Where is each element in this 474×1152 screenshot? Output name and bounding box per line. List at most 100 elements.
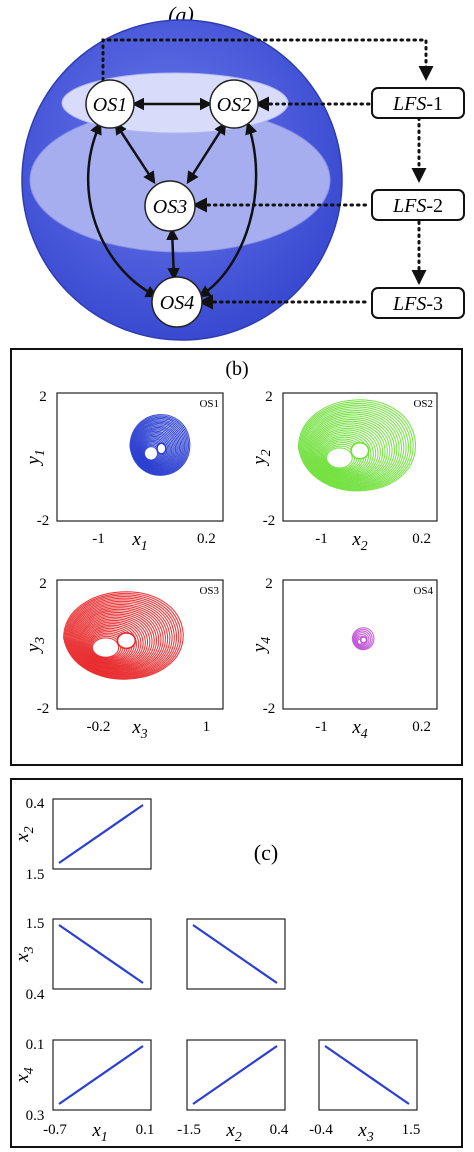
node-os3-label: OS3 <box>153 196 187 218</box>
trajectory-loop <box>315 429 377 477</box>
x-tick-left: -1 <box>92 531 105 547</box>
solid-links <box>86 97 258 298</box>
trajectory-loop <box>308 417 393 483</box>
sync-line <box>58 924 144 984</box>
plot-name-os3: OS3 <box>199 585 219 597</box>
trajectory-loop <box>68 599 173 676</box>
y-axis-label: y1 <box>23 449 47 466</box>
sync-line <box>58 1045 144 1105</box>
x-tick-left: -1.5 <box>177 1122 201 1138</box>
trajectory-loop <box>131 419 186 474</box>
dotted-links <box>101 38 434 310</box>
y-axis-label: y4 <box>249 637 273 654</box>
phase-plot-os1: OS1 2 -2 -1 0.2 x1 y1 <box>23 389 224 553</box>
trajectory-loop <box>130 416 188 475</box>
trajectory-loop <box>143 446 159 461</box>
x-axis-label: x3 <box>131 717 147 741</box>
node-os2: OS2 <box>209 79 259 129</box>
y-tick-top: 2 <box>265 576 273 592</box>
y-tick-top: 0.4 <box>26 796 45 812</box>
trajectory-loop <box>304 410 402 487</box>
y-tick-bottom: -2 <box>263 701 276 717</box>
sync-line <box>324 1045 410 1105</box>
x-tick-right: 0.1 <box>136 1122 155 1138</box>
trajectory-loop <box>306 413 398 485</box>
x-tick-right: 1 <box>203 719 211 735</box>
sync-plot-r2-c1 <box>52 918 152 990</box>
trajectory-loop <box>353 630 372 649</box>
phase-plot-os4: OS4 2 -2 -1 0.2 x4 y4 <box>249 576 438 741</box>
trajectory-loop <box>78 616 149 668</box>
trajectory-loop <box>81 621 142 666</box>
trajectory-loop <box>316 431 374 477</box>
panel-c: (c) 0.4 1.5 x2 1.5 0.4 x3 0.1 0.3 x4 -0.7 0.1 x1 -1.… <box>10 778 463 1148</box>
sync-plot-r2-c2 <box>186 918 286 990</box>
y-axis-label: x4 <box>12 1067 36 1083</box>
trajectory-loop <box>314 427 379 478</box>
trajectory-loop <box>131 418 187 474</box>
trajectory-loop <box>310 420 388 482</box>
trajectory-loop <box>130 415 190 476</box>
trajectory-loop <box>70 604 166 674</box>
node-os4: OS4 <box>151 276 203 328</box>
trajectory-loop <box>353 632 370 648</box>
panel-b-label: (b) <box>225 358 248 380</box>
trajectory-loop <box>317 433 372 476</box>
trajectory-loop <box>73 608 160 672</box>
svg-text:LFS-2: LFS-2 <box>392 195 443 217</box>
plot-name-os2: OS2 <box>413 398 433 410</box>
panel-c-frame <box>10 778 463 1148</box>
trajectory-core <box>350 441 370 460</box>
trajectory-loop <box>313 426 381 479</box>
plot-name-os1: OS1 <box>199 398 219 410</box>
sync-plot-r1-c1 <box>52 798 152 870</box>
trajectory-loop <box>139 437 168 465</box>
x-tick-right: 1.5 <box>402 1122 421 1138</box>
sync-line <box>192 924 278 984</box>
x-tick-right: 0.4 <box>270 1122 289 1138</box>
y-tick-bottom: -2 <box>263 513 276 529</box>
trajectory-loop <box>311 422 386 481</box>
trajectory-loop <box>79 618 146 667</box>
y-tick-top: 0.1 <box>26 1037 45 1053</box>
trajectory-loop <box>70 602 169 675</box>
y-tick-bottom: -2 <box>37 701 50 717</box>
lfs-box-1-index: -1 <box>426 93 443 115</box>
x-tick-right: 0.2 <box>412 531 431 547</box>
trajectory-loop <box>82 623 140 665</box>
trajectory-loop <box>138 434 170 467</box>
trajectory-loop <box>138 433 171 467</box>
trajectory-loop <box>72 607 162 673</box>
x-tick-right: 0.2 <box>412 719 431 735</box>
lfs-box-2-name: LFS <box>392 195 426 217</box>
x-axis-label: x1 <box>91 1120 107 1144</box>
node-os2-label: OS2 <box>217 94 251 116</box>
lfs-box-3-index: -3 <box>426 293 443 315</box>
sync-line <box>58 804 144 864</box>
trajectory-loop <box>75 611 155 670</box>
y-tick-top: 2 <box>39 389 47 405</box>
trajectory-loop <box>351 627 375 651</box>
node-os1-label: OS1 <box>93 94 127 116</box>
x-axis-label: x2 <box>225 1120 241 1144</box>
y-axis-label: x2 <box>12 826 36 842</box>
y-tick-bottom: 0.4 <box>26 987 45 1003</box>
phase-plot-os3: OS3 2 -2 -0.2 1 x3 y3 <box>23 576 224 741</box>
lfs-box-2-index: -2 <box>426 195 443 217</box>
trajectory-core <box>156 442 167 455</box>
y-axis-label: y3 <box>23 637 47 654</box>
trajectory-loop <box>299 402 412 490</box>
svg-text:LFS-3: LFS-3 <box>392 293 443 315</box>
trajectory-loop <box>132 420 184 473</box>
lfs-box-3-name: LFS <box>392 293 426 315</box>
trajectory-loop <box>305 411 400 486</box>
y-tick-top: 1.5 <box>26 916 45 932</box>
trajectory-loop <box>297 399 416 492</box>
trajectory-core <box>359 636 368 644</box>
trajectory-loop <box>309 418 391 483</box>
lfs-box-2: LFS-2 <box>371 189 465 221</box>
y-tick-bottom: 1.5 <box>26 867 45 883</box>
trajectory-loop <box>77 615 151 669</box>
lfs-box-3: LFS-3 <box>371 287 465 319</box>
